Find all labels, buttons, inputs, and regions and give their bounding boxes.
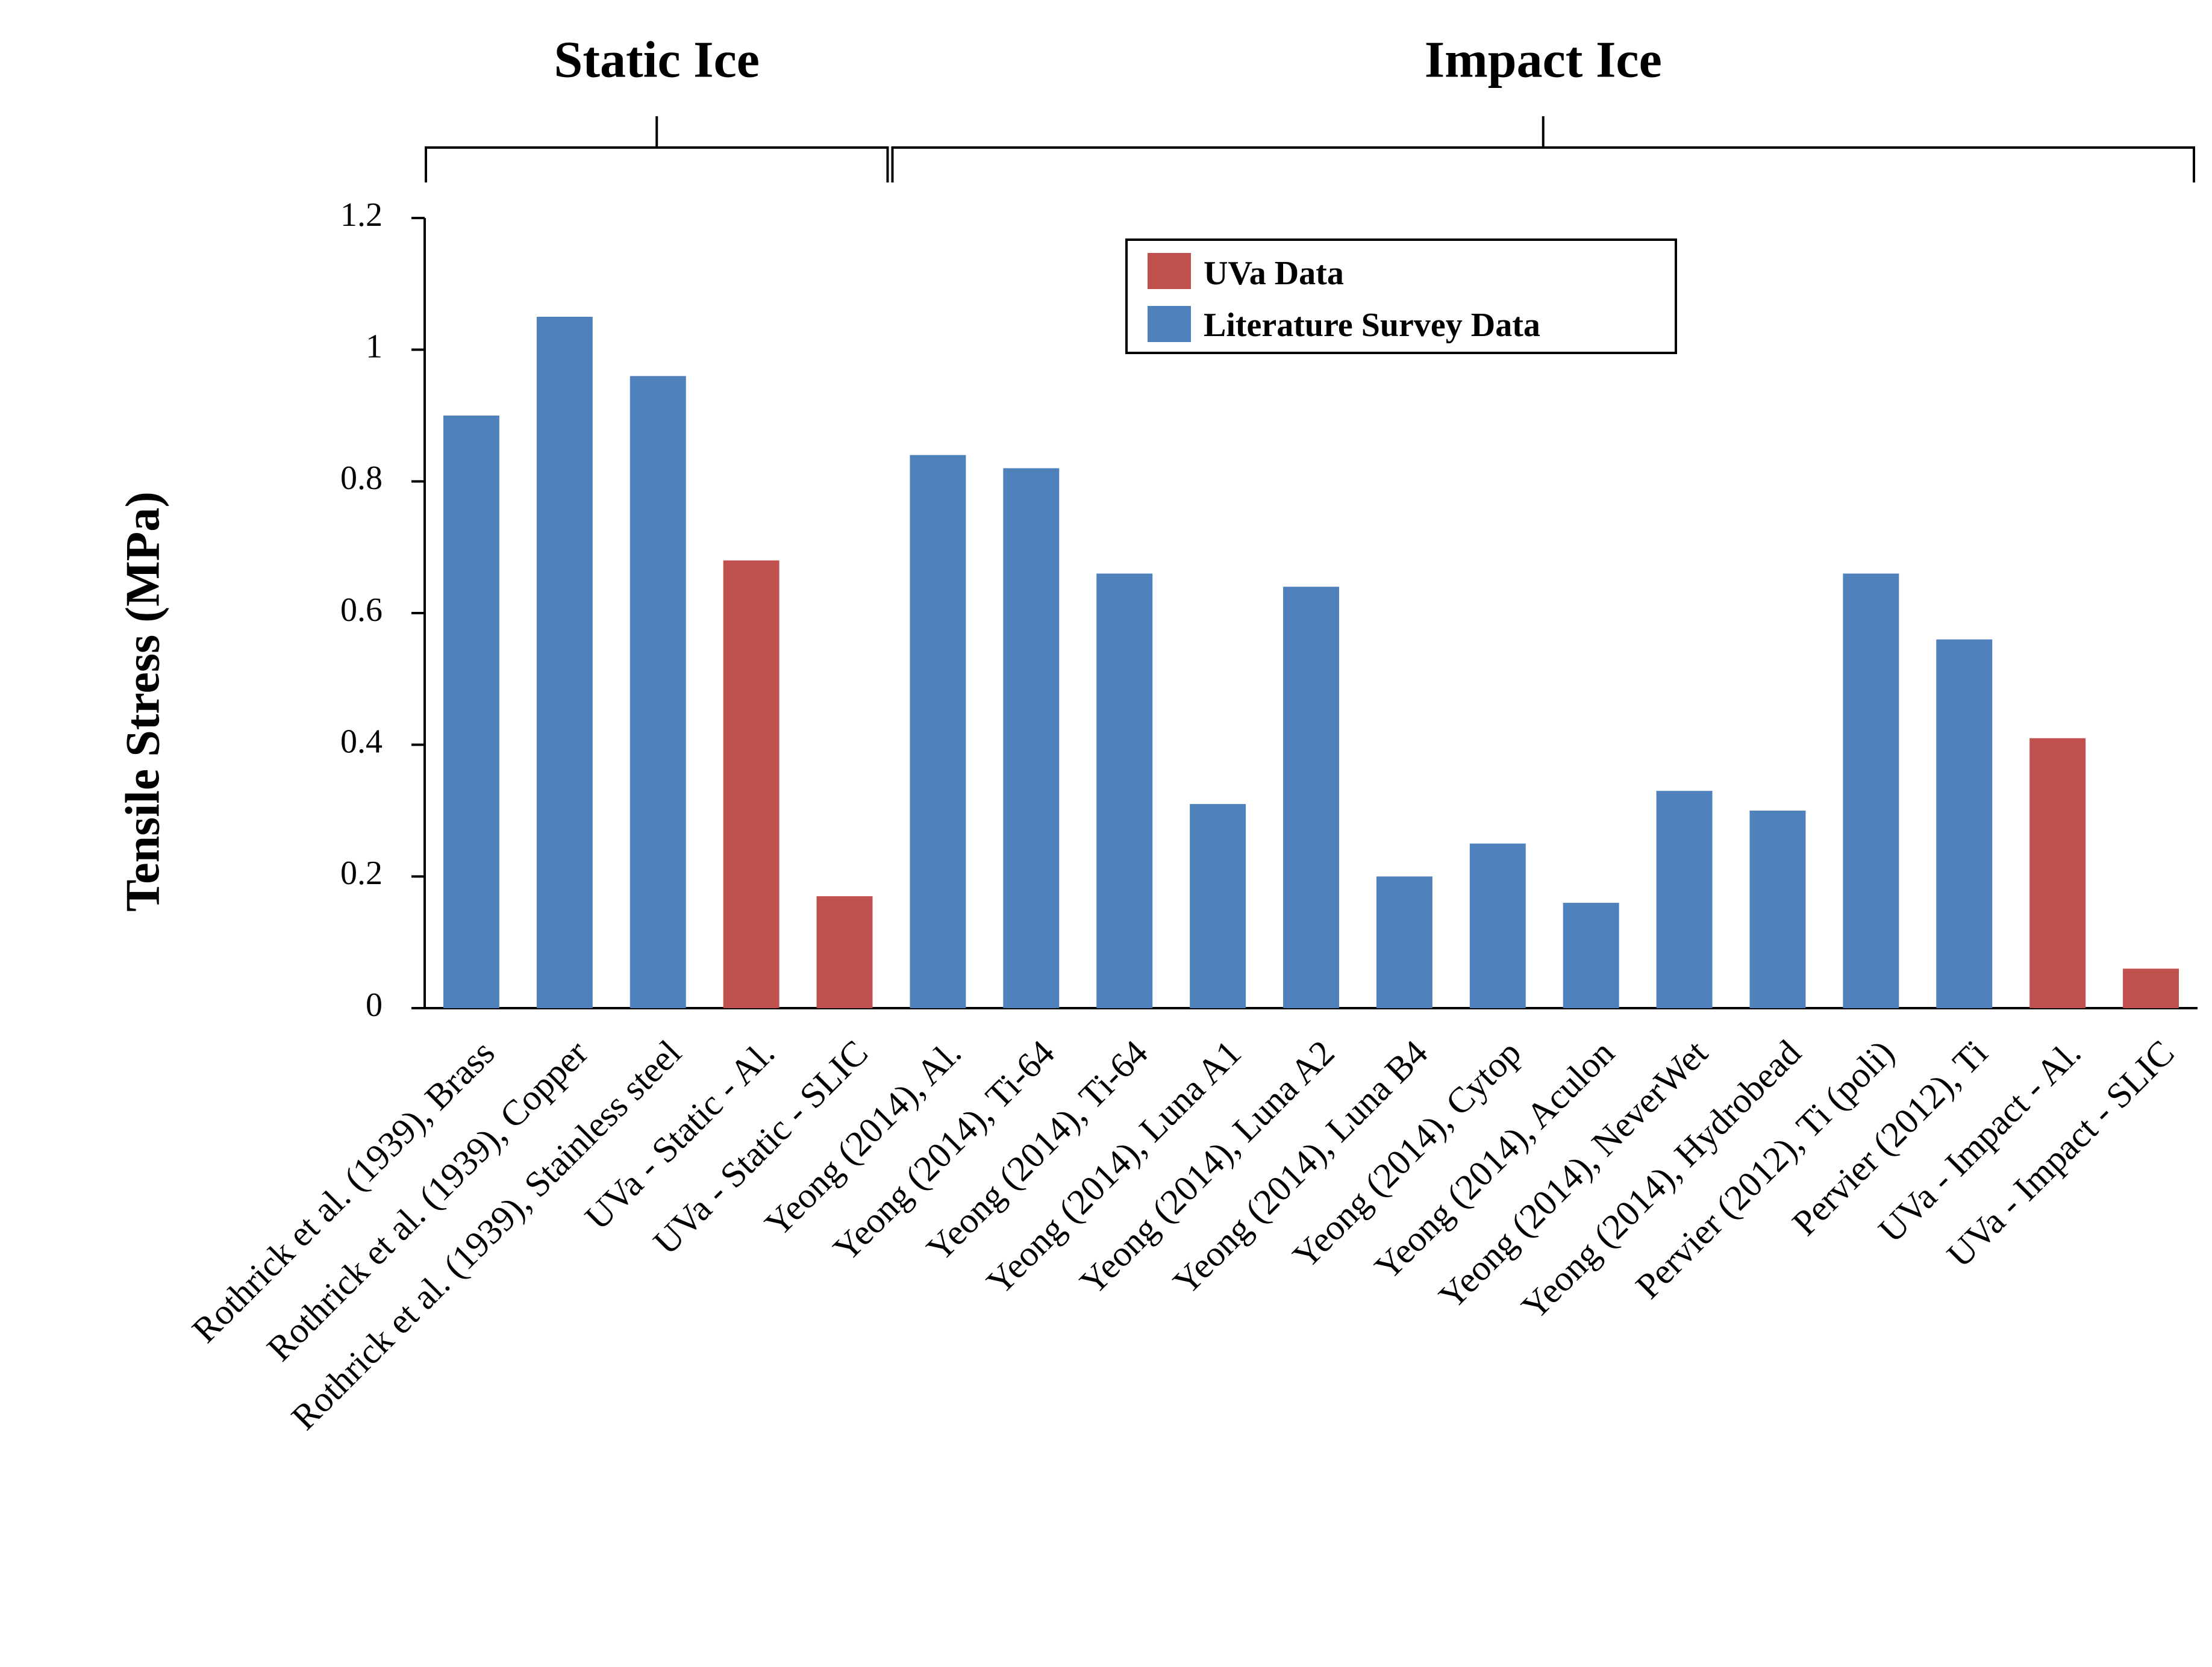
legend-swatch-uva [1148, 253, 1191, 289]
y-axis-title: Tensile Stress (MPa) [116, 491, 169, 912]
y-tick-label: 1 [366, 328, 383, 366]
bar [2029, 738, 2086, 1008]
bar [443, 416, 499, 1008]
y-tick-label: 0.2 [340, 855, 383, 892]
bar [1749, 811, 1806, 1008]
group-title: Impact Ice [1425, 31, 1662, 89]
y-tick-label: 1.2 [340, 196, 383, 234]
y-axis-ticks: 0 0.2 0.4 0.6 0.8 1 1.2 [340, 196, 425, 1024]
legend-swatch-literature [1148, 306, 1191, 342]
legend-label-literature: Literature Survey Data [1204, 307, 1540, 344]
y-tick-label: 0.4 [340, 723, 383, 761]
legend: UVa Data Literature Survey Data [1125, 238, 1677, 354]
bar [1656, 791, 1713, 1008]
y-tick-label: 0.6 [340, 591, 383, 629]
bars [443, 317, 2179, 1008]
bar [2123, 968, 2179, 1008]
bar [1190, 804, 1246, 1008]
bar [1469, 843, 1526, 1008]
legend-label-uva: UVa Data [1204, 255, 1344, 292]
legend-box [1125, 238, 1677, 354]
group-title: Static Ice [554, 31, 759, 89]
bar [1936, 639, 1993, 1008]
bar [1003, 468, 1060, 1008]
y-tick-label: 0 [366, 986, 383, 1024]
bar [1283, 587, 1339, 1008]
group-brackets: Static Ice Impact Ice [425, 31, 2195, 182]
bar [723, 560, 780, 1008]
group-bracket [891, 116, 2195, 182]
bar [1843, 573, 1899, 1008]
bar [1563, 903, 1619, 1008]
bar [1376, 876, 1432, 1008]
bar [816, 896, 873, 1008]
bar [630, 376, 686, 1008]
x-tick-label: Rothrick et al. (1939), Stainless steel [284, 1033, 689, 1438]
bar [1096, 573, 1153, 1008]
y-tick-label: 0.8 [340, 460, 383, 497]
group-bracket [425, 116, 889, 182]
bar [536, 317, 593, 1008]
bar [910, 455, 966, 1008]
